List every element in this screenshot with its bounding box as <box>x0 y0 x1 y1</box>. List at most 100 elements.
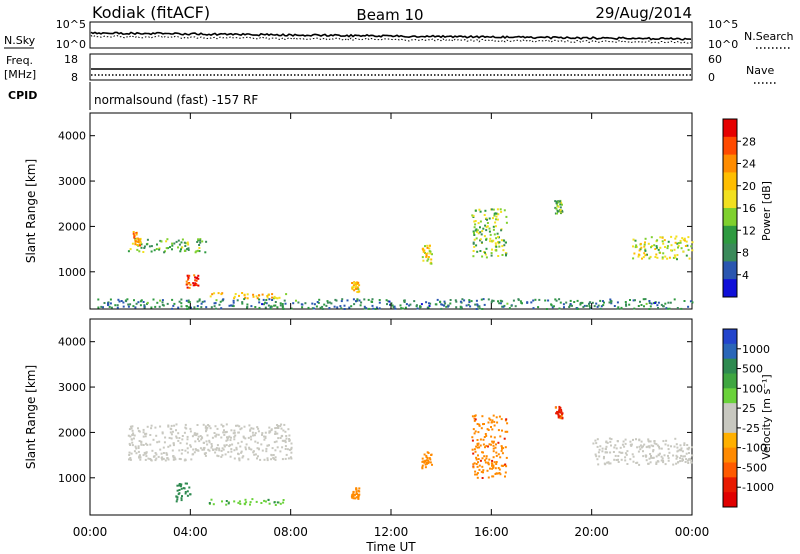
data-cell <box>170 428 173 431</box>
data-cell <box>478 305 481 308</box>
data-cell <box>571 304 573 307</box>
data-cell <box>620 451 623 454</box>
data-cell <box>352 284 355 287</box>
data-cell <box>240 451 243 454</box>
colorbar-swatch <box>723 358 737 374</box>
data-cell <box>424 245 426 248</box>
data-cell <box>240 440 243 443</box>
data-cell <box>243 294 246 297</box>
data-cell <box>323 303 326 306</box>
data-cell <box>271 296 274 299</box>
nsearch-label: N.Search <box>744 30 794 43</box>
data-cell <box>623 445 626 448</box>
data-cell <box>675 235 678 238</box>
data-cell <box>665 307 668 310</box>
data-cell <box>610 438 613 441</box>
data-cell <box>359 304 362 307</box>
data-cell <box>690 459 693 462</box>
data-cell <box>155 248 158 250</box>
data-cell <box>603 462 606 465</box>
data-cell <box>114 304 117 307</box>
data-cell <box>554 212 557 215</box>
data-cell <box>681 457 684 460</box>
data-cell <box>217 455 220 458</box>
data-cell <box>122 301 125 304</box>
data-cell <box>284 439 287 442</box>
data-cell <box>479 226 481 229</box>
data-cell <box>172 458 175 461</box>
data-cell <box>459 300 462 303</box>
data-cell <box>179 484 182 487</box>
data-cell <box>273 304 276 307</box>
data-cell <box>690 245 693 248</box>
data-cell <box>632 455 635 458</box>
data-cell <box>429 244 431 247</box>
data-cell <box>498 241 501 244</box>
nsky-tick-bottom: 10^0 <box>56 38 86 51</box>
data-cell <box>487 298 490 301</box>
data-cell <box>423 453 426 456</box>
data-cell <box>198 440 201 443</box>
data-cell <box>644 241 646 244</box>
data-cell <box>103 302 106 304</box>
data-cell <box>375 306 378 309</box>
data-cell <box>472 428 475 431</box>
data-cell <box>176 489 179 492</box>
data-cell <box>478 208 481 211</box>
data-cell <box>315 305 318 308</box>
data-cell <box>676 258 678 261</box>
data-cell <box>150 306 153 309</box>
data-cell <box>165 247 168 250</box>
data-cell <box>491 467 494 470</box>
data-cell <box>485 444 488 447</box>
colorbar-swatch <box>723 136 737 156</box>
data-cell <box>426 252 429 255</box>
data-cell <box>142 428 145 431</box>
data-cell <box>465 304 468 307</box>
data-cell <box>601 447 604 450</box>
data-cell <box>281 439 284 442</box>
data-cell <box>235 448 238 451</box>
data-cell <box>144 452 147 455</box>
data-cell <box>143 247 146 249</box>
data-cell <box>604 451 607 454</box>
data-cell <box>439 300 442 303</box>
data-cell <box>673 248 676 251</box>
data-cell <box>585 304 588 307</box>
data-cell <box>177 306 180 309</box>
data-cell <box>644 248 647 251</box>
data-cell <box>282 499 285 501</box>
data-cell <box>475 299 478 302</box>
data-cell <box>510 304 513 307</box>
data-cell <box>262 298 265 301</box>
data-cell <box>340 307 343 310</box>
data-cell <box>176 498 179 501</box>
data-cell <box>624 452 627 455</box>
data-cell <box>436 298 439 301</box>
data-cell <box>653 302 655 305</box>
data-cell <box>253 453 256 456</box>
data-cell <box>241 292 244 294</box>
data-cell <box>637 253 640 256</box>
data-cell <box>616 440 619 442</box>
data-cell <box>672 463 675 466</box>
data-cell <box>264 431 267 434</box>
data-cell <box>129 248 132 251</box>
data-cell <box>504 419 507 422</box>
data-cell <box>486 445 489 448</box>
data-cell <box>232 301 235 304</box>
data-cell <box>487 476 490 479</box>
data-cell <box>670 235 673 238</box>
data-cell <box>504 446 507 449</box>
data-cell <box>485 247 488 250</box>
data-cell <box>168 436 171 439</box>
data-cell <box>561 203 563 206</box>
data-cell <box>194 276 197 279</box>
data-cell <box>632 245 634 248</box>
data-cell <box>494 467 497 470</box>
data-cell <box>245 501 248 504</box>
data-cell <box>427 258 430 261</box>
data-cell <box>663 454 666 457</box>
data-cell <box>266 295 269 297</box>
data-cell <box>490 435 493 438</box>
